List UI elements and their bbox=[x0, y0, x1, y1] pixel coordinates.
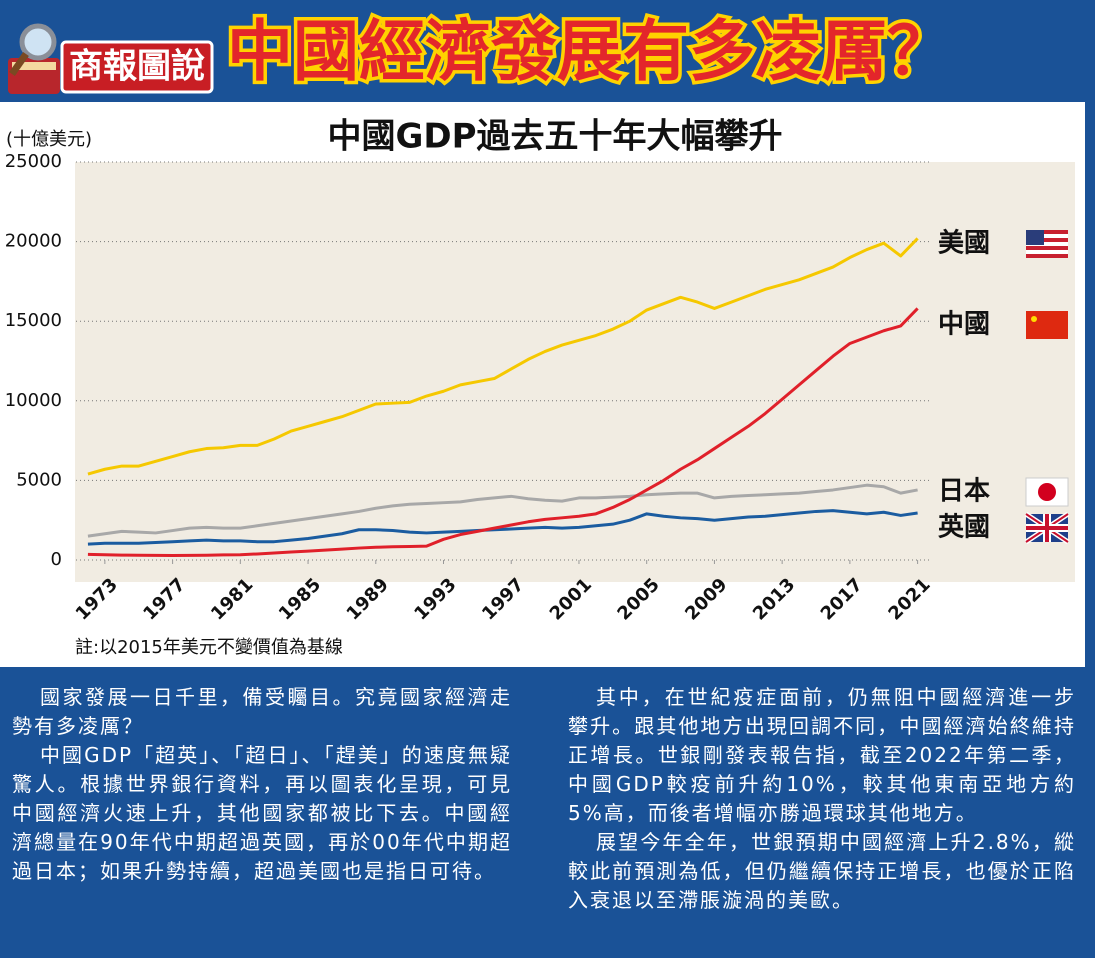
legend-label: 中國 bbox=[938, 310, 990, 340]
y-tick-label: 25000 bbox=[5, 151, 62, 172]
paragraph: 中國GDP「超英」、「超日」、「趕美」的速度無疑驚人。根據世界銀行資料，再以圖表… bbox=[12, 741, 512, 886]
paragraph: 國家發展一日千里，備受矚目。究竟國家經濟走勢有多凌厲？ bbox=[12, 683, 512, 741]
plot-bg bbox=[75, 162, 1075, 582]
article-left: 國家發展一日千里，備受矚目。究竟國家經濟走勢有多凌厲？ 中國GDP「超英」、「超… bbox=[12, 683, 512, 886]
flag-cn bbox=[1026, 311, 1068, 339]
y-tick-label: 0 bbox=[51, 549, 62, 570]
chart: 商報圖說 中國經濟發展有多凌厲？ 中國GDP過去五十年大幅攀升 (十億美元) 註… bbox=[0, 0, 1095, 670]
y-tick-label: 15000 bbox=[5, 310, 62, 331]
page: 商報圖說 中國經濟發展有多凌厲？ 中國GDP過去五十年大幅攀升 (十億美元) 註… bbox=[0, 0, 1095, 958]
paragraph: 展望今年全年，世銀預期中國經濟上升2.8%，縱較此前預測為低，但仍繼續保持正增長… bbox=[568, 828, 1076, 915]
article-right: 其中，在世紀疫症面前，仍無阻中國經濟進一步攀升。跟其他地方出現回調不同，中國經濟… bbox=[568, 683, 1076, 915]
y-tick-label: 20000 bbox=[5, 231, 62, 252]
note: 註:以2015年美元不變價值為基線 bbox=[75, 637, 343, 658]
y-tick-label: 5000 bbox=[16, 469, 62, 490]
chart-title: 中國GDP過去五十年大幅攀升 bbox=[327, 117, 782, 157]
paragraph: 其中，在世紀疫症面前，仍無阻中國經濟進一步攀升。跟其他地方出現回調不同，中國經濟… bbox=[568, 683, 1076, 828]
flag-jp bbox=[1026, 478, 1068, 506]
y-axis-label: (十億美元) bbox=[6, 129, 92, 150]
y-tick-label: 10000 bbox=[5, 390, 62, 411]
legend-label: 日本 bbox=[938, 477, 990, 507]
logo-text: 商報圖說 bbox=[69, 47, 205, 87]
flag-us bbox=[1026, 230, 1068, 258]
header-title: 中國經濟發展有多凌厲？ bbox=[227, 13, 953, 90]
legend-label: 英國 bbox=[938, 513, 990, 543]
flag-uk bbox=[1026, 514, 1068, 542]
legend-label: 美國 bbox=[938, 228, 990, 259]
